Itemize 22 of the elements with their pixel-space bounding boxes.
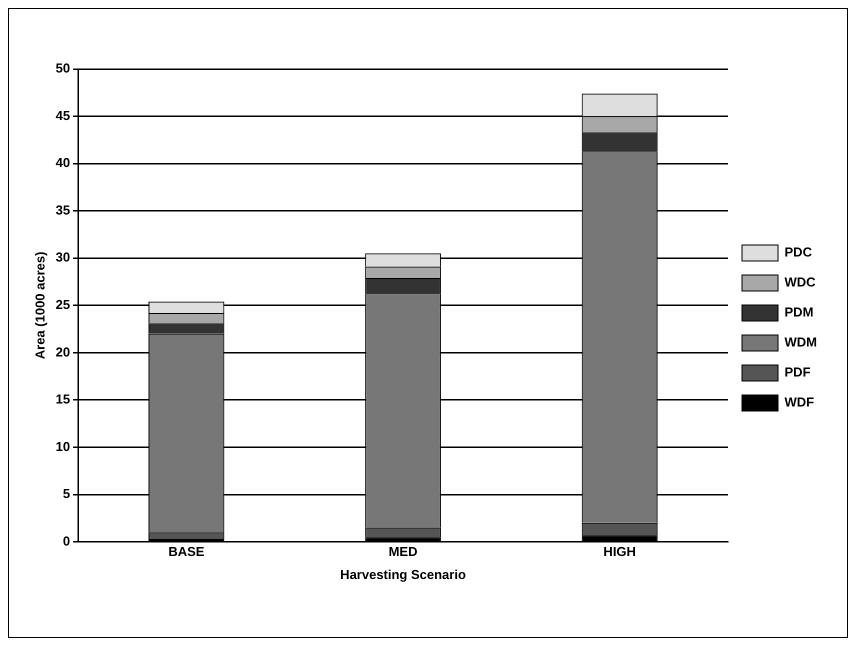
- x-tick-label: HIGH: [603, 544, 636, 560]
- y-tick-label: 50: [56, 60, 70, 76]
- x-tick-label: BASE: [168, 544, 205, 560]
- x-tick-label: MED: [388, 544, 418, 560]
- x-axis-title: Harvesting Scenario: [340, 566, 466, 582]
- legend-label: WDC: [784, 274, 816, 290]
- y-tick-label: 0: [62, 533, 70, 548]
- y-tick-label: 10: [56, 438, 70, 454]
- legend-label: PDC: [784, 244, 813, 260]
- y-tick-label: 40: [56, 155, 70, 170]
- y-tick-label: 35: [56, 202, 70, 218]
- y-axis-title: Area (1000 acres): [32, 252, 48, 360]
- legend-label: PDF: [784, 364, 811, 380]
- y-tick-label: 15: [56, 392, 70, 407]
- y-tick-label: 25: [56, 296, 70, 312]
- y-tick-label: 5: [62, 486, 70, 502]
- legend-label: WDF: [784, 394, 814, 410]
- y-tick-label: 20: [56, 344, 70, 360]
- y-tick-label: 30: [56, 250, 70, 265]
- legend-label: WDM: [784, 334, 818, 350]
- y-tick-label: 45: [56, 108, 70, 123]
- legend-label: PDM: [784, 304, 814, 320]
